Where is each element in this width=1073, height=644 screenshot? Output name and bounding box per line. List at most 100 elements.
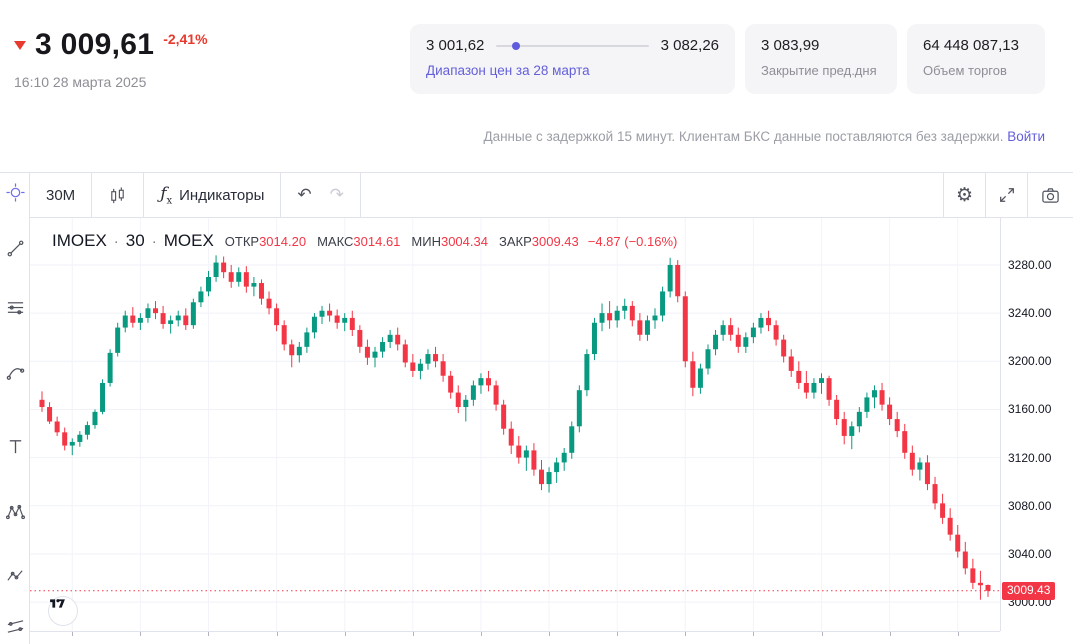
legend-separator: ·: [151, 233, 157, 250]
candle: [879, 382, 885, 411]
candle: [54, 416, 60, 436]
crosshair-tool-button[interactable]: [4, 181, 26, 203]
candle: [841, 411, 847, 445]
candle: [236, 267, 242, 287]
parallel-channel-tool-button[interactable]: [4, 615, 26, 637]
candle: [705, 344, 711, 375]
candle: [175, 310, 181, 327]
candle: [561, 447, 567, 471]
undo-button[interactable]: ↶: [281, 173, 327, 218]
candle: [970, 558, 976, 589]
candle: [274, 303, 280, 332]
prev-close-card: 3 083,99 Закрытие пред.дня: [745, 24, 897, 94]
slider-track: [496, 44, 649, 47]
candle: [107, 349, 113, 387]
fib-retracement-tool-button[interactable]: [4, 297, 26, 319]
candle: [228, 264, 234, 288]
text-tool-button[interactable]: [4, 435, 26, 457]
settings-button[interactable]: ⚙: [944, 173, 985, 218]
candle: [697, 363, 703, 394]
gear-icon: ⚙: [955, 184, 974, 206]
candle: [932, 476, 938, 510]
login-link[interactable]: Войти: [1007, 129, 1045, 144]
quote-timestamp: 16:10 28 марта 2025: [14, 74, 147, 90]
candle: [750, 322, 756, 344]
candle: [607, 301, 613, 329]
candle: [962, 541, 968, 575]
candle: [985, 584, 991, 597]
candle: [834, 395, 840, 426]
candle: [243, 266, 249, 293]
candle: [160, 305, 166, 329]
instrument-price-block: 3 009,61 -2,41% 16:10 28 марта 2025: [14, 28, 208, 90]
toolbar-separator: [280, 172, 282, 218]
time-tick: [685, 632, 687, 636]
candle: [410, 354, 416, 377]
candle: [440, 354, 446, 382]
fullscreen-button[interactable]: [986, 173, 1027, 218]
candle: [69, 438, 75, 456]
toolbar-separator: [91, 172, 93, 218]
redo-icon: ↷: [329, 185, 344, 205]
candle: [644, 315, 650, 341]
candle: [130, 307, 136, 328]
price-range-card: 3 001,62 3 082,26 Диапазон цен за 28 мар…: [410, 24, 735, 94]
candle: [917, 457, 923, 481]
candle: [955, 525, 961, 558]
candle: [342, 313, 348, 332]
candle: [660, 286, 666, 322]
redo-button[interactable]: ↷: [328, 173, 360, 218]
indicators-button[interactable]: ƒx Индикаторы: [144, 173, 280, 218]
candle: [425, 349, 431, 370]
candle: [720, 320, 726, 341]
chart-toolbar: 30M ƒx Индикаторы ↶ ↷: [30, 172, 1073, 218]
candle: [251, 277, 257, 297]
candle: [327, 303, 333, 322]
candle: [652, 308, 658, 329]
xabcd-pattern-icon: [5, 504, 25, 519]
candle: [667, 257, 673, 298]
snapshot-button[interactable]: [1028, 173, 1073, 218]
candle: [682, 291, 688, 368]
price-axis-label: 3240.00: [1008, 306, 1052, 321]
legend-symbol[interactable]: IMOEX: [52, 231, 107, 250]
chart-widget: 30M ƒx Индикаторы ↶ ↷: [0, 172, 1073, 644]
candle: [622, 298, 628, 320]
candle: [380, 337, 386, 358]
pitchfork-tool-button[interactable]: [4, 361, 26, 383]
current-price: 3 009,61: [35, 28, 155, 61]
trend-line-tool-button[interactable]: [4, 237, 26, 259]
candle: [531, 443, 537, 476]
candle: [168, 315, 174, 334]
volume-value: 64 448 087,13: [923, 37, 1019, 54]
candle: [448, 370, 454, 399]
candle: [122, 310, 128, 333]
candle: [433, 346, 439, 368]
range-row: 3 001,62 3 082,26: [426, 37, 719, 54]
trend-line-icon: [7, 240, 23, 256]
candle: [493, 380, 499, 411]
chart-plot[interactable]: [30, 218, 1000, 631]
candle: [614, 305, 620, 328]
candle: [508, 421, 514, 454]
elliott-wave-icon: [6, 569, 23, 581]
candle: [546, 467, 552, 493]
tradingview-logo[interactable]: [48, 596, 78, 626]
xabcd-pattern-tool-button[interactable]: [4, 501, 26, 523]
candle: [77, 431, 83, 447]
elliott-wave-tool-button[interactable]: [4, 565, 26, 587]
price-axis[interactable]: 3000.00 3040.00 3080.00 3120.00 3160.00 3200.…: [1000, 218, 1073, 631]
candle: [849, 421, 855, 450]
candle: [266, 291, 272, 315]
candle: [137, 313, 143, 330]
chart-style-button[interactable]: [92, 173, 143, 218]
candle: [902, 423, 908, 459]
candle: [713, 329, 719, 356]
candle: [478, 373, 484, 394]
time-axis[interactable]: [30, 631, 1000, 644]
candle: [977, 570, 983, 600]
interval-button[interactable]: 30M: [30, 173, 91, 218]
price-range-slider: [496, 41, 649, 50]
toolbar-right-group: ⚙: [943, 172, 1073, 218]
candle: [637, 313, 643, 341]
